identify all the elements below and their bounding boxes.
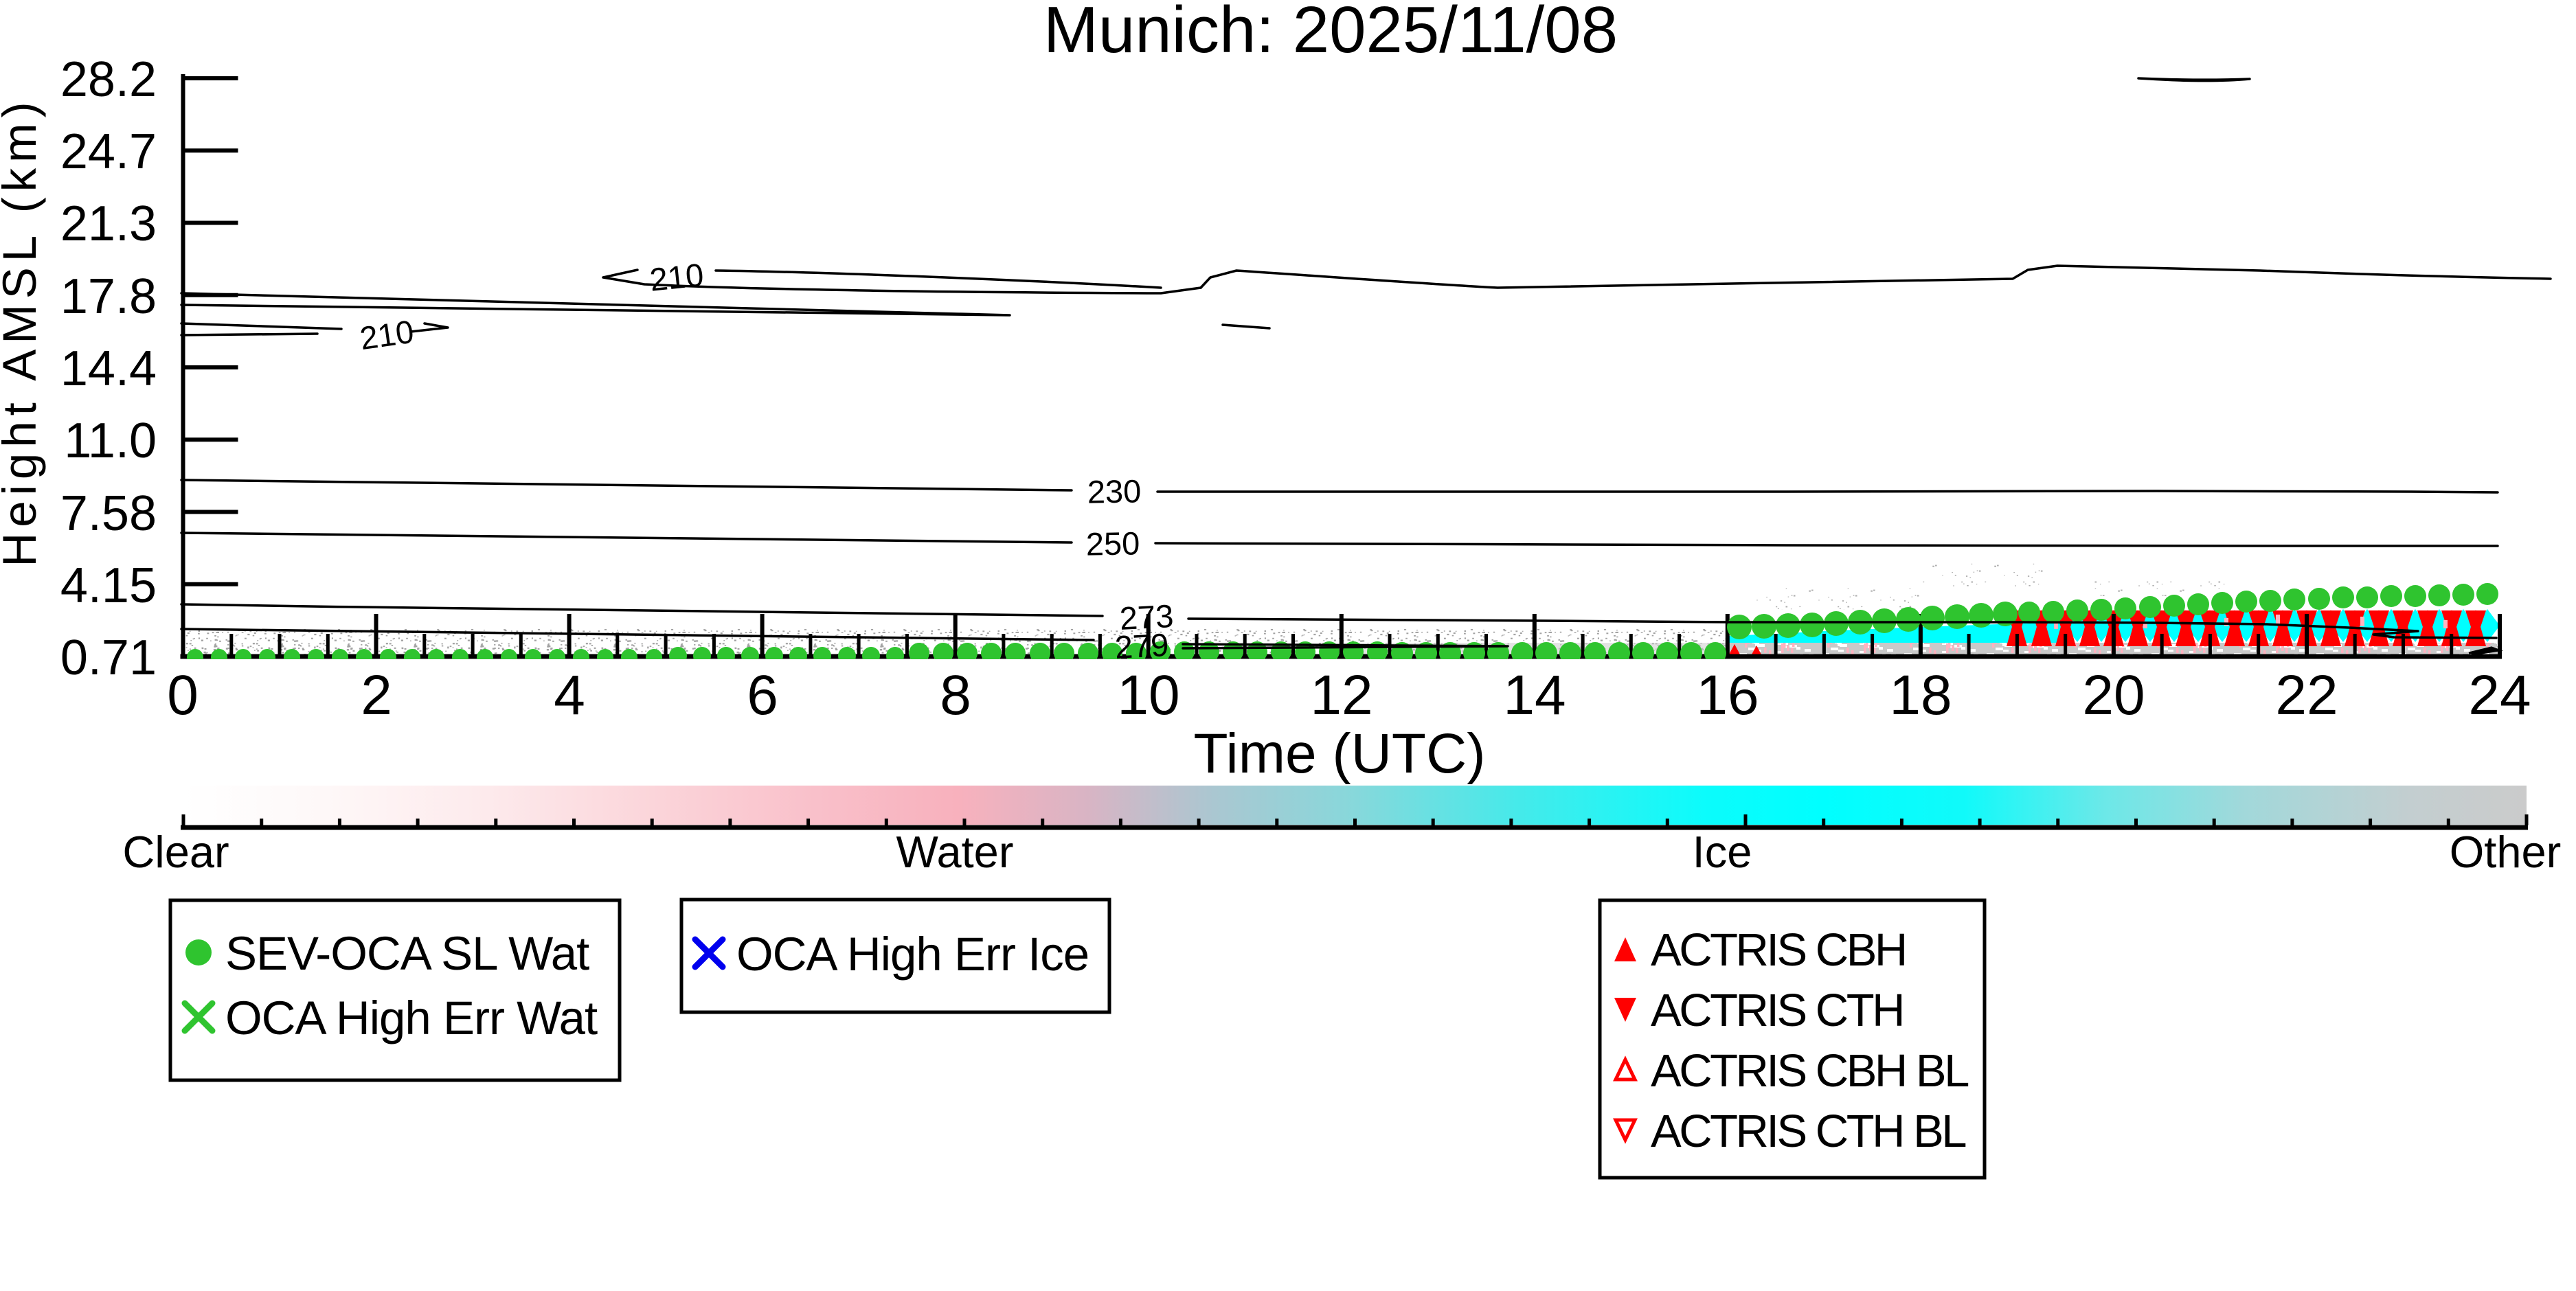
svg-text:OCA High Err Ice: OCA High Err Ice (736, 928, 1089, 981)
svg-text:ACTRIS CTH BL: ACTRIS CTH BL (1651, 1106, 1966, 1157)
svg-text:0: 0 (167, 664, 199, 727)
svg-text:ACTRIS CBH: ACTRIS CBH (1651, 924, 1906, 976)
svg-text:ACTRIS CTH: ACTRIS CTH (1651, 985, 1903, 1036)
svg-text:14.4: 14.4 (60, 341, 157, 396)
svg-text:22: 22 (2275, 664, 2338, 727)
svg-text:8: 8 (940, 664, 971, 727)
svg-text:210: 210 (358, 313, 416, 356)
svg-text:273: 273 (1118, 597, 1174, 637)
svg-text:210: 210 (648, 256, 705, 298)
svg-text:10: 10 (1117, 664, 1179, 727)
svg-text:12: 12 (1310, 664, 1372, 727)
svg-text:OCA High Err Wat: OCA High Err Wat (225, 992, 598, 1044)
svg-text:Other: Other (2450, 827, 2562, 877)
svg-text:Clear: Clear (122, 827, 229, 877)
svg-text:4.15: 4.15 (60, 558, 157, 613)
svg-text:0.71: 0.71 (60, 630, 157, 685)
svg-text:20: 20 (2082, 664, 2145, 727)
svg-text:21.3: 21.3 (60, 196, 157, 251)
svg-text:14: 14 (1503, 664, 1566, 727)
svg-text:279: 279 (1114, 626, 1169, 665)
svg-text:16: 16 (1696, 664, 1759, 727)
svg-text:11.0: 11.0 (64, 413, 157, 468)
svg-text:Ice: Ice (1693, 827, 1752, 877)
svg-text:Munich: 2025/11/08: Munich: 2025/11/08 (1043, 0, 1618, 67)
svg-text:230: 230 (1087, 472, 1141, 510)
svg-text:28.2: 28.2 (60, 52, 157, 107)
svg-text:17.8: 17.8 (60, 269, 157, 324)
svg-text:7.58: 7.58 (60, 486, 157, 541)
svg-text:6: 6 (747, 664, 778, 727)
svg-text:2: 2 (361, 664, 392, 727)
svg-text:4: 4 (554, 664, 585, 727)
svg-text:24.7: 24.7 (60, 124, 157, 179)
svg-text:250: 250 (1085, 525, 1140, 562)
svg-text:SEV-OCA SL Wat: SEV-OCA SL Wat (225, 927, 589, 980)
svg-text:18: 18 (1889, 664, 1952, 727)
svg-text:24: 24 (2468, 664, 2531, 727)
svg-text:Height AMSL (km): Height AMSL (km) (0, 96, 46, 567)
svg-text:Water: Water (896, 827, 1014, 877)
svg-text:ACTRIS CBH BL: ACTRIS CBH BL (1651, 1045, 1969, 1097)
svg-text:Time (UTC): Time (UTC) (1193, 722, 1485, 785)
